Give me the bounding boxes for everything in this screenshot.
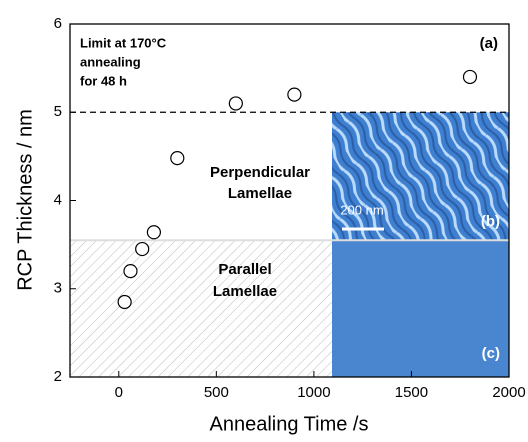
annotation: (b)	[481, 213, 500, 230]
point	[117, 294, 132, 310]
parallel-region	[70, 240, 332, 377]
y-tick-label: 4	[54, 191, 62, 208]
y-tick-label: 6	[54, 15, 62, 32]
y-tick-label: 5	[54, 103, 62, 120]
y-axis-title: RCP Thickness / nm	[14, 109, 36, 291]
y-tick-label: 3	[54, 280, 62, 297]
x-tick-label: 500	[204, 384, 229, 401]
annotation: Perpendicular	[210, 164, 310, 181]
point	[462, 69, 478, 85]
point	[135, 241, 150, 257]
x-tick-label: 2000	[492, 384, 525, 401]
inset-b	[332, 112, 509, 241]
annotation: 200 nm	[340, 202, 383, 217]
x-axis-title: Annealing Time /s	[210, 413, 369, 435]
point	[228, 96, 243, 111]
annotation: Parallel	[218, 261, 271, 278]
x-tick-label: 1000	[297, 384, 330, 401]
point	[123, 264, 138, 279]
annotation: (a)	[480, 35, 498, 52]
annotation: (c)	[482, 345, 500, 362]
annotation: for 48 h	[80, 73, 127, 88]
inset-c	[332, 240, 509, 377]
x-tick-label: 0	[115, 384, 123, 401]
annotation: Lamellae	[213, 283, 277, 300]
annotation: Limit at 170°C	[80, 35, 167, 50]
y-tick-label: 2	[54, 368, 62, 385]
point	[287, 87, 302, 102]
x-tick-label: 1500	[395, 384, 428, 401]
point	[146, 225, 161, 240]
point	[170, 151, 185, 166]
annotation: Lamellae	[228, 185, 292, 202]
annotation: annealing	[80, 54, 141, 69]
